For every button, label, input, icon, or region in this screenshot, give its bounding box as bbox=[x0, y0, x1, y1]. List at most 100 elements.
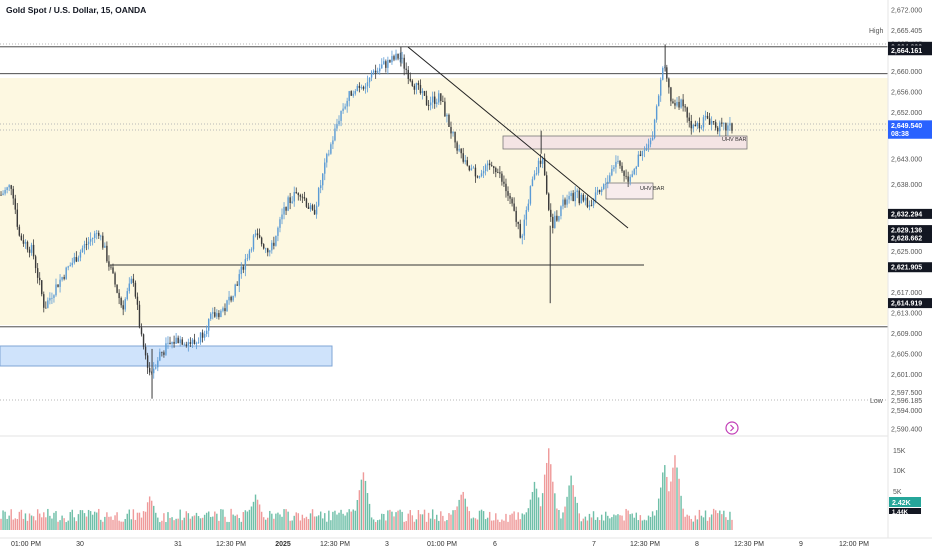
volume-bar bbox=[122, 521, 124, 530]
candle-body bbox=[692, 124, 695, 129]
candle-body bbox=[165, 343, 167, 355]
volume-bar bbox=[645, 520, 648, 530]
volume-bar bbox=[458, 499, 460, 530]
candle-body bbox=[199, 332, 202, 343]
candle-body bbox=[130, 278, 133, 284]
volume-bar bbox=[22, 518, 25, 530]
volume-bar bbox=[218, 520, 220, 530]
candle-body bbox=[519, 223, 521, 238]
candle-body bbox=[721, 122, 723, 124]
volume-bar bbox=[527, 508, 530, 530]
candle-body bbox=[51, 297, 53, 299]
price-tag: 2,629.136 bbox=[891, 228, 922, 235]
trendline[interactable] bbox=[407, 46, 629, 229]
volume-bar bbox=[14, 518, 16, 530]
volume-bar bbox=[309, 513, 312, 530]
volume-bar bbox=[505, 513, 507, 530]
candle-body bbox=[342, 108, 344, 112]
volume-bar bbox=[348, 509, 350, 530]
candle-body bbox=[281, 214, 283, 220]
candle-body bbox=[643, 150, 646, 152]
time-axis-label: 01:00 PM bbox=[11, 541, 41, 548]
volume-bar bbox=[191, 516, 194, 530]
candle-body bbox=[167, 342, 169, 344]
volume-bar bbox=[63, 518, 65, 530]
candle-body bbox=[252, 235, 255, 250]
volume-bar bbox=[423, 509, 426, 530]
volume-bar bbox=[454, 510, 456, 530]
candle-body bbox=[183, 344, 185, 346]
volume-bar bbox=[570, 475, 572, 530]
volume-bar bbox=[401, 511, 403, 530]
time-axis-labels: 01:00 PM 30 31 12:30 PM 2025 12:30 PM 3 01:00 P… bbox=[11, 541, 869, 548]
candle-body bbox=[462, 153, 464, 162]
candle-body bbox=[582, 194, 585, 201]
volume-bar bbox=[317, 515, 320, 530]
volume-bar bbox=[495, 513, 497, 530]
candle-body bbox=[515, 210, 517, 222]
time-axis-label: 12:30 PM bbox=[216, 541, 246, 548]
candle-body bbox=[717, 127, 719, 132]
volume-bar bbox=[324, 513, 326, 530]
volume-bar bbox=[631, 513, 633, 530]
candle-body bbox=[596, 190, 599, 193]
candle-body bbox=[543, 158, 546, 176]
candle-body bbox=[415, 83, 418, 90]
time-axis-label: 12:30 PM bbox=[734, 541, 764, 548]
time-axis-label: 2025 bbox=[275, 541, 291, 548]
candle-body bbox=[366, 82, 369, 87]
volume-bar bbox=[535, 488, 538, 530]
candle-body bbox=[497, 172, 499, 173]
candle-body bbox=[527, 203, 530, 211]
volume-bar bbox=[556, 508, 558, 530]
time-axis-label: 7 bbox=[592, 541, 596, 548]
price-tag: 2,632.294 bbox=[891, 211, 922, 218]
candle-body bbox=[214, 312, 216, 317]
volume-bar bbox=[242, 512, 245, 530]
candle-body bbox=[586, 197, 589, 207]
volume-bar bbox=[397, 510, 399, 530]
candle-body bbox=[704, 115, 707, 118]
candle-body bbox=[348, 91, 350, 101]
volume-bar bbox=[507, 521, 509, 530]
volume-tag-box bbox=[889, 497, 921, 507]
volume-bar bbox=[637, 520, 640, 530]
volume-bar bbox=[277, 512, 279, 530]
candle-body bbox=[189, 342, 192, 344]
candle-body bbox=[157, 360, 159, 368]
candle-body bbox=[153, 368, 155, 374]
volume-bar bbox=[134, 519, 137, 530]
volume-bar bbox=[635, 512, 637, 530]
high-value: 2,665.405 bbox=[891, 28, 922, 35]
volume-bar bbox=[130, 519, 133, 530]
volume-bar bbox=[98, 508, 100, 530]
volume-bar bbox=[596, 517, 599, 530]
volume-bar bbox=[464, 498, 466, 530]
volume-bar bbox=[6, 518, 8, 530]
volume-bar bbox=[230, 508, 232, 530]
volume-bar bbox=[517, 512, 519, 530]
volume-bar bbox=[476, 519, 479, 530]
candle-body bbox=[594, 192, 597, 201]
candle-body bbox=[222, 308, 224, 311]
volume-bar bbox=[491, 520, 493, 530]
volume-bar bbox=[708, 517, 711, 530]
candle-body bbox=[128, 283, 131, 292]
volume-bar bbox=[2, 510, 4, 530]
candle-body bbox=[442, 100, 444, 102]
volume-bar bbox=[385, 520, 387, 530]
volume-bar bbox=[303, 518, 306, 530]
candle-body bbox=[81, 248, 84, 253]
candle-body bbox=[617, 160, 619, 162]
volume-bar bbox=[545, 462, 548, 530]
volume-bar bbox=[411, 515, 414, 530]
volume-bar bbox=[668, 491, 670, 530]
volume-bar bbox=[662, 472, 664, 530]
volume-bar bbox=[621, 515, 623, 530]
candle-body bbox=[719, 122, 721, 132]
volume-bar bbox=[415, 519, 418, 530]
alert-clock-icon[interactable] bbox=[725, 421, 739, 435]
candle-body bbox=[91, 237, 94, 239]
volume-bar bbox=[499, 522, 501, 530]
